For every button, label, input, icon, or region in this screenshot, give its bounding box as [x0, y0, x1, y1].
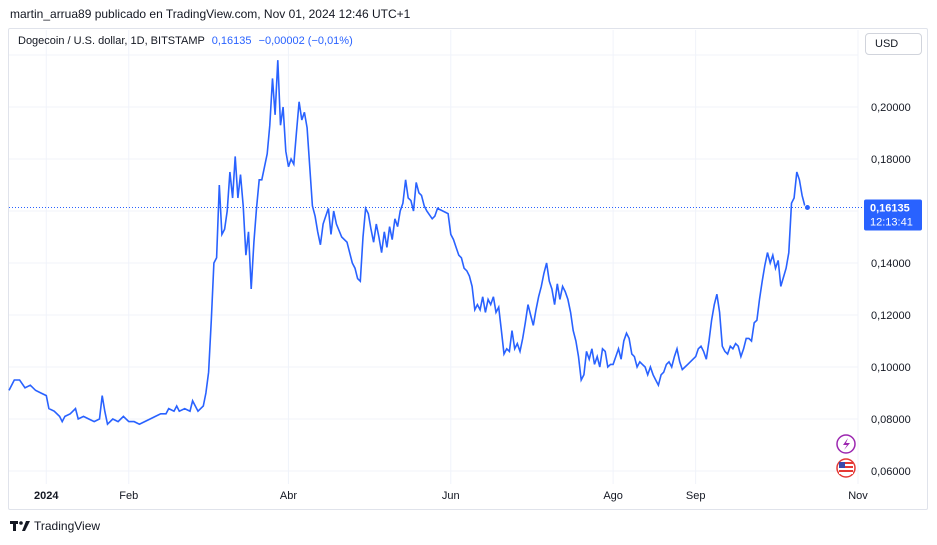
price-tag: 0,16135 12:13:41: [864, 199, 922, 231]
price-tag-value: 0,16135: [870, 202, 910, 214]
x-tick-label: Ago: [603, 490, 623, 502]
last-value: 0,16135: [211, 35, 252, 47]
price-tag-bg: [864, 199, 922, 231]
price-tag-countdown: 12:13:41: [870, 216, 913, 228]
symbol-name: Dogecoin / U.S. dollar, 1D, BITSTAMP: [18, 35, 205, 47]
x-tick-label: Nov: [848, 490, 868, 502]
footer-brand: TradingView: [34, 519, 101, 533]
x-tick-label: 2024: [34, 490, 59, 502]
currency-button[interactable]: USD: [865, 33, 922, 55]
x-tick-label: Abr: [280, 490, 297, 502]
price-line: [8, 60, 808, 426]
x-axis: 2024 Feb Abr Jun Ago Sep Nov: [34, 490, 868, 502]
y-tick-label: 0,06000: [871, 466, 911, 478]
publisher-line: martin_arrua89 publicado en TradingView.…: [10, 7, 411, 21]
y-tick-label: 0,18000: [871, 154, 911, 166]
y-axis: 0,060000,080000,100000,120000,140000,160…: [871, 102, 911, 478]
lightning-icon[interactable]: [836, 434, 856, 454]
us-flag-icon[interactable]: [836, 458, 856, 478]
y-tick-label: 0,10000: [871, 362, 911, 374]
price-change: −0,00002 (−0,01%): [258, 35, 353, 47]
symbol-legend[interactable]: Dogecoin / U.S. dollar, 1D, BITSTAMP 0,1…: [18, 35, 353, 47]
x-tick-label: Sep: [686, 490, 706, 502]
footer-branding[interactable]: TradingView: [10, 519, 100, 533]
tradingview-logo-icon: [10, 521, 30, 531]
y-tick-label: 0,14000: [871, 258, 911, 270]
y-tick-label: 0,20000: [871, 102, 911, 114]
x-tick-label: Feb: [119, 490, 138, 502]
y-tick-label: 0,12000: [871, 310, 911, 322]
chart-grid: [9, 30, 859, 484]
chart-frame: [8, 28, 928, 510]
x-tick-label: Jun: [442, 490, 460, 502]
last-price-point: [803, 203, 811, 211]
y-tick-label: 0,08000: [871, 414, 911, 426]
